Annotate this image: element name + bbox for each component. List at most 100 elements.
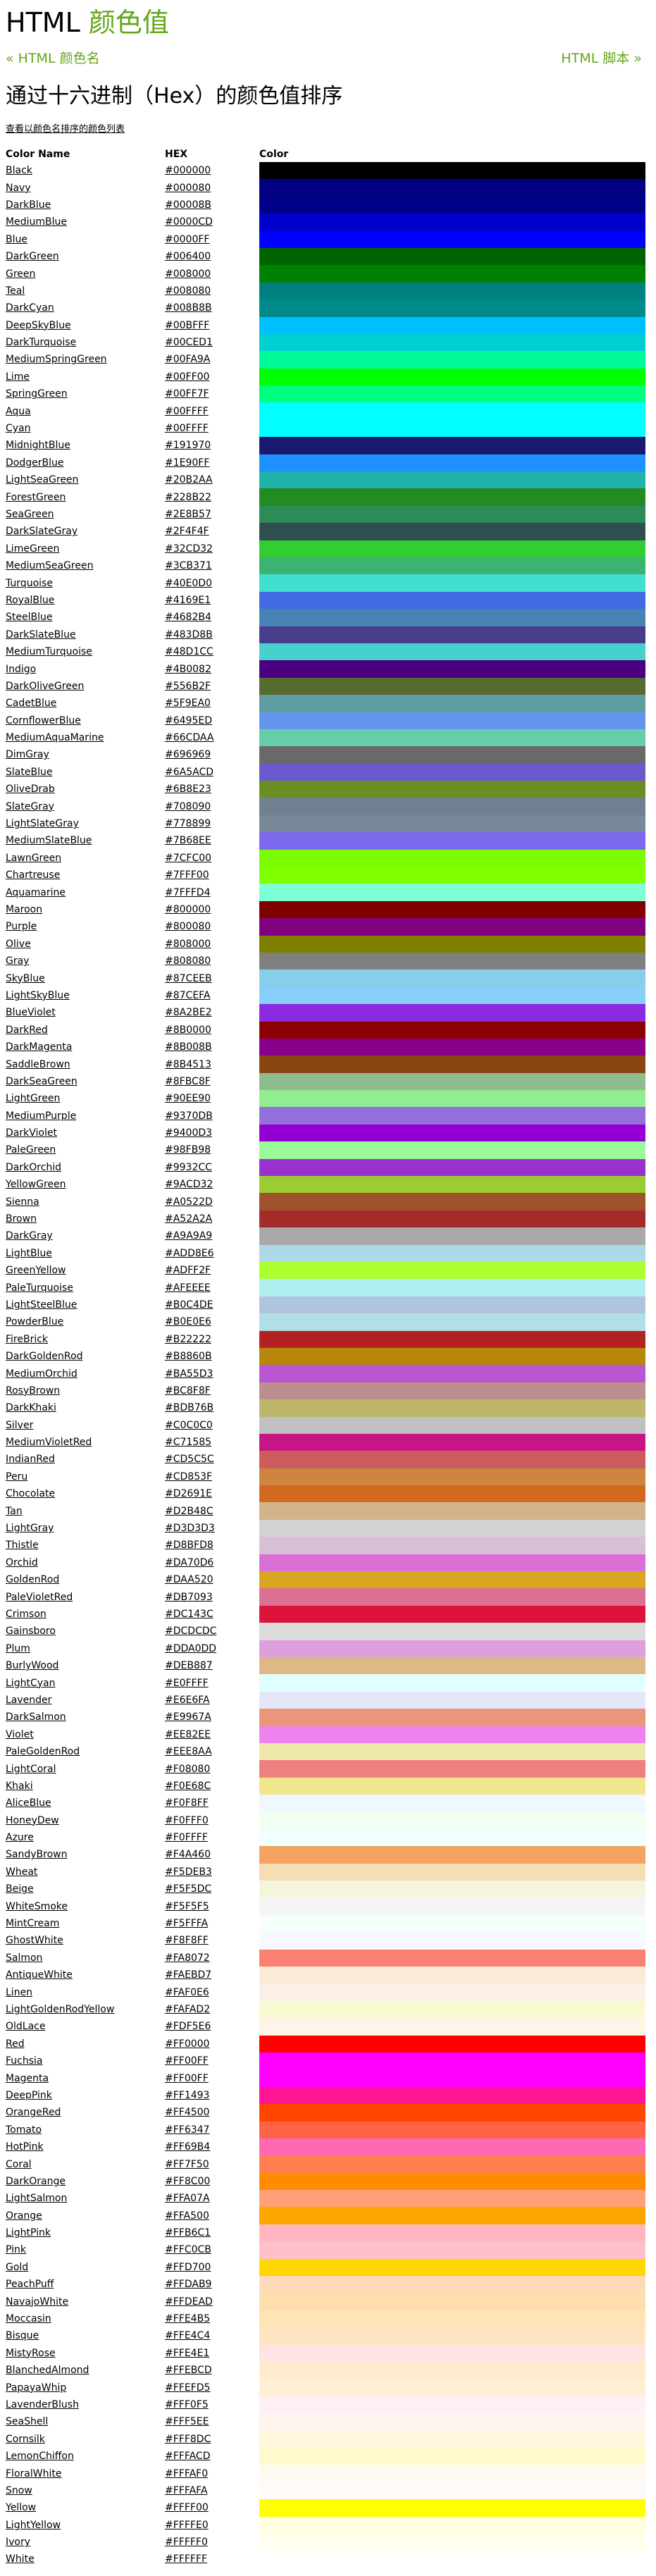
color-name-link[interactable]: Blue (6, 233, 27, 245)
hex-value-link[interactable]: #FF6347 (165, 2124, 210, 2136)
color-name-link[interactable]: SteelBlue (6, 612, 53, 624)
hex-value-link[interactable]: #DC143C (165, 1609, 213, 1620)
color-name-link[interactable]: Coral (6, 2158, 32, 2170)
hex-value-link[interactable]: #66CDAA (165, 732, 214, 744)
hex-value-link[interactable]: #8B008B (165, 1041, 212, 1053)
color-name-link[interactable]: Navy (6, 182, 31, 194)
hex-value-link[interactable]: #191970 (165, 440, 211, 452)
hex-value-link[interactable]: #F5F5DC (165, 1883, 212, 1895)
hex-value-link[interactable]: #FFF5EE (165, 2416, 209, 2428)
color-name-link[interactable]: LightGray (6, 1523, 54, 1535)
color-name-link[interactable]: Violet (6, 1728, 34, 1740)
hex-value-link[interactable]: #9ACD32 (165, 1179, 213, 1191)
hex-value-link[interactable]: #A9A9A9 (165, 1230, 213, 1242)
hex-value-link[interactable]: #5F9EA0 (165, 698, 211, 710)
color-name-link[interactable]: FloralWhite (6, 2467, 62, 2479)
hex-value-link[interactable]: #DB7093 (165, 1591, 213, 1603)
color-name-link[interactable]: AliceBlue (6, 1797, 51, 1809)
color-name-link[interactable]: DarkSeaGreen (6, 1075, 78, 1087)
hex-value-link[interactable]: #FAFAD2 (165, 2003, 211, 2015)
color-name-link[interactable]: MediumTurquoise (6, 646, 92, 658)
color-name-link[interactable]: LimeGreen (6, 543, 60, 555)
hex-value-link[interactable]: #F0E68C (165, 1780, 211, 1792)
color-name-link[interactable]: LightGoldenRodYellow (6, 2003, 115, 2015)
color-name-link[interactable]: ForestGreen (6, 491, 66, 503)
hex-value-link[interactable]: #3CB371 (165, 560, 212, 572)
color-name-link[interactable]: OliveDrab (6, 784, 55, 795)
hex-value-link[interactable]: #000080 (165, 182, 211, 194)
color-name-link[interactable]: Beige (6, 1883, 34, 1895)
color-name-link[interactable]: WhiteSmoke (6, 1900, 68, 1912)
color-name-link[interactable]: DarkGreen (6, 251, 59, 263)
color-name-link[interactable]: SeaShell (6, 2416, 49, 2428)
color-name-link[interactable]: PeachPuff (6, 2279, 54, 2291)
hex-value-link[interactable]: #0000FF (165, 233, 210, 245)
hex-value-link[interactable]: #6495ED (165, 714, 212, 726)
color-name-link[interactable]: LightSlateGray (6, 818, 79, 830)
color-name-link[interactable]: MediumVioletRed (6, 1437, 92, 1449)
hex-value-link[interactable]: #228B22 (165, 491, 211, 503)
hex-value-link[interactable]: #FF0000 (165, 2038, 210, 2050)
hex-value-link[interactable]: #BA55D3 (165, 1368, 213, 1380)
color-name-link[interactable]: DarkOliveGreen (6, 680, 85, 692)
hex-value-link[interactable]: #F8F8FF (165, 1935, 209, 1947)
hex-value-link[interactable]: #9400D3 (165, 1127, 213, 1139)
color-name-link[interactable]: Yellow (6, 2502, 37, 2514)
hex-value-link[interactable]: #4B0082 (165, 663, 211, 675)
hex-value-link[interactable]: #800000 (165, 903, 211, 915)
color-name-link[interactable]: BlueViolet (6, 1007, 56, 1019)
color-name-link[interactable]: Linen (6, 1986, 33, 1998)
color-name-link[interactable]: MistyRose (6, 2347, 56, 2359)
hex-value-link[interactable]: #E0FFFF (165, 1677, 209, 1689)
hex-value-link[interactable]: #00FF00 (165, 371, 210, 383)
hex-value-link[interactable]: #FFA07A (165, 2193, 210, 2205)
color-name-link[interactable]: Purple (6, 921, 37, 933)
color-name-link[interactable]: LightPink (6, 2227, 51, 2239)
hex-value-link[interactable]: #D2691E (165, 1488, 212, 1500)
hex-value-link[interactable]: #B22222 (165, 1333, 211, 1345)
hex-value-link[interactable]: #00BFFF (165, 319, 210, 331)
hex-value-link[interactable]: #D8BFD8 (165, 1540, 213, 1552)
hex-value-link[interactable]: #9370DB (165, 1110, 213, 1122)
hex-value-link[interactable]: #FFFACD (165, 2451, 211, 2463)
color-name-link[interactable]: HotPink (6, 2141, 44, 2153)
hex-value-link[interactable]: #808000 (165, 938, 211, 950)
hex-value-link[interactable]: #D3D3D3 (165, 1523, 215, 1535)
hex-value-link[interactable]: #FFDAB9 (165, 2279, 212, 2291)
hex-value-link[interactable]: #708090 (165, 800, 211, 812)
color-name-link[interactable]: IndianRed (6, 1454, 55, 1466)
hex-value-link[interactable]: #FF7F50 (165, 2158, 209, 2170)
hex-value-link[interactable]: #FFFF00 (165, 2502, 209, 2514)
hex-value-link[interactable]: #778899 (165, 818, 211, 830)
color-name-link[interactable]: Silver (6, 1419, 34, 1431)
color-name-link[interactable]: Pink (6, 2244, 27, 2256)
color-name-link[interactable]: Green (6, 268, 36, 280)
hex-value-link[interactable]: #8B0000 (165, 1024, 211, 1036)
color-name-link[interactable]: Aqua (6, 405, 31, 417)
color-name-link[interactable]: NavajoWhite (6, 2296, 69, 2308)
hex-value-link[interactable]: #00008B (165, 199, 211, 211)
hex-value-link[interactable]: #F08080 (165, 1763, 211, 1775)
color-name-link[interactable]: Tomato (6, 2124, 42, 2136)
hex-value-link[interactable]: #483D8B (165, 628, 213, 640)
color-name-link[interactable]: SlateGray (6, 800, 54, 812)
color-name-link[interactable]: MediumSeaGreen (6, 560, 94, 572)
color-name-link[interactable]: Magenta (6, 2072, 49, 2084)
color-name-link[interactable]: DeepSkyBlue (6, 319, 71, 331)
color-name-link[interactable]: Gray (6, 955, 30, 967)
hex-value-link[interactable]: #A52A2A (165, 1213, 213, 1225)
color-name-link[interactable]: Snow (6, 2484, 32, 2496)
hex-value-link[interactable]: #4682B4 (165, 612, 211, 624)
color-name-link[interactable]: DodgerBlue (6, 457, 64, 469)
hex-value-link[interactable]: #87CEEB (165, 972, 212, 984)
color-name-link[interactable]: Aquamarine (6, 886, 66, 898)
hex-value-link[interactable]: #DEB887 (165, 1660, 213, 1672)
hex-value-link[interactable]: #8A2BE2 (165, 1007, 212, 1019)
color-name-link[interactable]: SaddleBrown (6, 1058, 70, 1070)
hex-value-link[interactable]: #00FFFF (165, 405, 209, 417)
color-name-link[interactable]: Orange (6, 2210, 42, 2222)
color-name-link[interactable]: DarkCyan (6, 302, 54, 314)
color-name-link[interactable]: PaleTurquoise (6, 1282, 73, 1294)
hex-value-link[interactable]: #808080 (165, 955, 211, 967)
hex-value-link[interactable]: #7FFFD4 (165, 886, 211, 898)
